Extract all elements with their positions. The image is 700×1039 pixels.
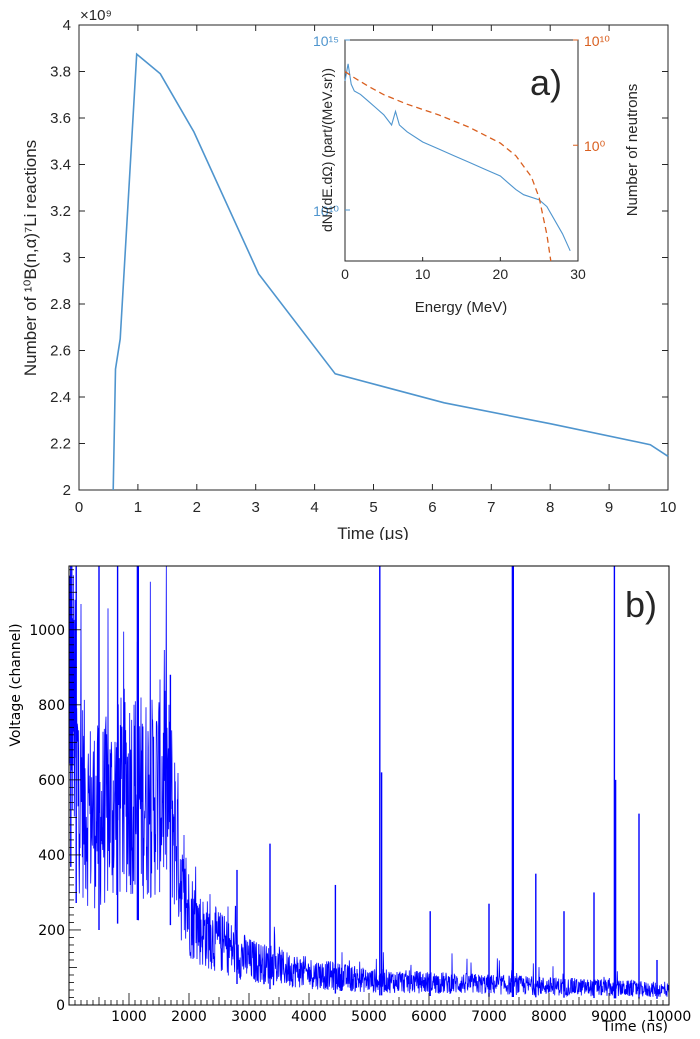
inset-y-axis-label-left: dN/(dE.dΩ) (part/(MeV.sr)) — [319, 68, 335, 232]
chart-b-x-axis-label: Time (ns) — [601, 1019, 668, 1035]
chart-b-x-tick-label: 3000 — [231, 1009, 267, 1025]
chart-a-y-tick-label: 4 — [63, 17, 71, 34]
chart-b-x-tick-label: 8000 — [531, 1009, 567, 1025]
chart-a-y-tick-label: 2.4 — [50, 389, 71, 406]
chart-b-signal-noise — [68, 565, 670, 998]
chart-a-x-tick-label: 9 — [605, 499, 613, 516]
chart-a-x-tick-label: 5 — [369, 499, 377, 516]
inset-x-ticks: 0 10 20 30 — [341, 257, 586, 282]
chart-a-y-tick-label: 3 — [63, 250, 71, 267]
chart-a-y-tick-label: 2.6 — [50, 343, 71, 360]
panel-label-b: b) — [625, 584, 657, 625]
chart-a-x-tick-label: 7 — [487, 499, 495, 516]
inset-y-tick-label-left: 10¹⁰ — [313, 203, 339, 219]
inset-y-tick-label-left: 10¹⁵ — [313, 33, 339, 49]
inset-plot-box — [344, 39, 579, 262]
chart-a-x-tick-label: 0 — [75, 499, 83, 516]
chart-b-x-tick-label: 10000 — [647, 1009, 692, 1025]
chart-b-x-tick-label: 6000 — [411, 1009, 447, 1025]
chart-a-y-tick-label: 2.2 — [50, 436, 71, 453]
inset-x-tick-label: 10 — [415, 266, 431, 282]
chart-a-y-tick-label: 2.8 — [50, 296, 71, 313]
chart-b-x-tick-label: 4000 — [291, 1009, 327, 1025]
chart-b-y-ticks: 0 200 400 600 800 1000 — [29, 569, 81, 1014]
chart-b-x-tick-label: 1000 — [111, 1009, 147, 1025]
chart-b-y-tick-label: 400 — [38, 848, 65, 864]
chart-a-x-tick-label: 8 — [546, 499, 554, 516]
chart-a-x-tick-label: 2 — [193, 499, 201, 516]
chart-b-y-tick-label: 800 — [38, 698, 65, 714]
chart-a-x-axis-label: Time (μs) — [337, 524, 409, 540]
chart-b-y-tick-label: 1000 — [29, 623, 65, 639]
inset-y-axis-label-right: Number of neutrons — [624, 84, 641, 217]
chart-a-y-tick-label: 3.2 — [50, 203, 71, 220]
chart-a-x-tick-label: 10 — [660, 499, 677, 516]
inset-y-tick-label-right: 10⁰ — [584, 138, 606, 154]
chart-b-y-tick-label: 0 — [56, 998, 65, 1014]
chart-a-y-tick-label: 3.4 — [50, 157, 71, 174]
panel-label-a: a) — [530, 62, 562, 103]
inset-y-tick-label-right: 10¹⁰ — [584, 33, 610, 49]
inset-neutrons-line — [344, 71, 552, 262]
inset-x-tick-label: 20 — [493, 266, 509, 282]
chart-a-x-tick-label: 3 — [252, 499, 260, 516]
chart-b-y-axis-label: Voltage (channel) — [8, 623, 24, 746]
chart-a-y-ticks: 2 2.2 2.4 2.6 2.8 3 3.2 3.4 3.6 3.8 4 — [50, 17, 668, 499]
inset-x-tick-label: 0 — [341, 266, 349, 282]
chart-a-y-tick-label: 3.6 — [50, 110, 71, 127]
inset-y-ticks-left: 10¹⁰ 10¹⁵ — [313, 33, 350, 219]
chart-b-x-tick-label: 2000 — [171, 1009, 207, 1025]
chart-a-y-axis-label: Number of ¹⁰B(n,α)⁷Li reactions — [21, 140, 40, 376]
chart-b-y-tick-label: 600 — [38, 773, 65, 789]
chart-b-y-tick-label: 200 — [38, 923, 65, 939]
inset-y-ticks-right: 10⁰ 10¹⁰ — [573, 33, 610, 154]
chart-a-x-ticks: 0 1 2 3 4 5 6 7 8 9 10 — [75, 25, 677, 516]
chart-a-x-tick-label: 1 — [134, 499, 142, 516]
chart-b-x-tick-label: 7000 — [471, 1009, 507, 1025]
chart-b-x-tick-label: 5000 — [351, 1009, 387, 1025]
chart-a-y-multiplier: ×10⁹ — [80, 7, 112, 24]
chart-a-series-line — [112, 52, 669, 491]
chart-b-plot-area — [69, 566, 669, 1005]
chart-b-spikes — [70, 566, 658, 999]
inset-x-axis-label: Energy (MeV) — [415, 299, 508, 316]
chart-a-y-tick-label: 3.8 — [50, 64, 71, 81]
chart-a-x-tick-label: 4 — [310, 499, 318, 516]
chart-a-x-tick-label: 6 — [428, 499, 436, 516]
chart-b-x-tick-label: 9000 — [591, 1009, 627, 1025]
chart-a: 0 1 2 3 4 5 6 7 8 9 10 2 2.2 2.4 2.6 2.8 3 3.2 3.4 3.6 3.8 4… — [21, 7, 677, 540]
chart-b: 1000 2000 3000 4000 5000 6000 7000 8000 9000 1000… — [8, 565, 692, 1035]
inset-x-tick-label: 30 — [570, 266, 586, 282]
chart-a-y-tick-label: 2 — [63, 482, 71, 499]
chart-b-x-ticks: 1000 2000 3000 4000 5000 6000 7000 8000 9000 1000… — [68, 993, 692, 1025]
panel-label-b-box — [618, 572, 666, 632]
